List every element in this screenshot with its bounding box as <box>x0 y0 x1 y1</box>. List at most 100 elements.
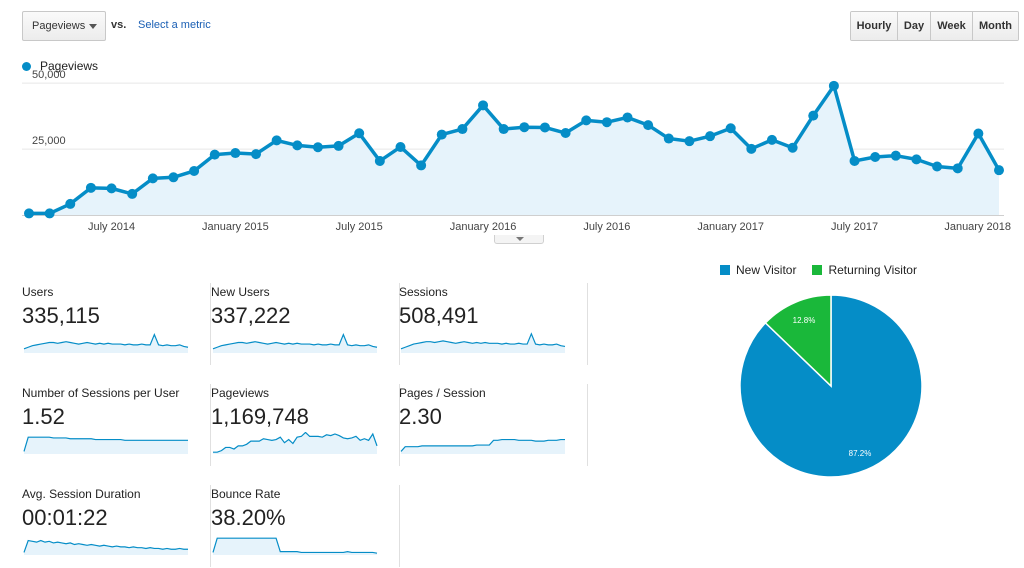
data-point[interactable] <box>127 188 138 199</box>
vs-label: vs. <box>111 19 127 31</box>
data-point[interactable] <box>24 208 34 219</box>
data-point[interactable] <box>44 208 55 219</box>
sparkline-area <box>213 432 377 454</box>
metric-tile-new-users[interactable]: New Users 337,222 <box>211 283 400 365</box>
data-point[interactable] <box>209 149 220 160</box>
sparkline <box>400 438 565 454</box>
select-metric-link[interactable]: Select a metric <box>138 19 211 31</box>
sparkline-line <box>400 438 565 452</box>
sparkline <box>212 537 378 555</box>
hourly-button[interactable]: Hourly <box>851 12 898 40</box>
data-point[interactable] <box>65 198 76 209</box>
metric-tile-users[interactable]: Users 335,115 <box>22 283 211 365</box>
visitor-type-pie-chart: 87.2% 12.8% <box>739 294 923 478</box>
data-point[interactable] <box>808 110 819 121</box>
sparkline <box>23 332 189 353</box>
sparkline <box>213 432 378 454</box>
chart-legend: Pageviews <box>22 59 98 73</box>
data-point[interactable] <box>601 117 612 128</box>
day-button[interactable]: Day <box>898 12 931 40</box>
data-point[interactable] <box>684 136 695 147</box>
data-point[interactable] <box>911 154 922 165</box>
data-point[interactable] <box>230 148 241 159</box>
data-point[interactable] <box>85 182 96 193</box>
data-point[interactable] <box>828 80 839 91</box>
sparkline <box>400 332 566 353</box>
data-point[interactable] <box>395 141 406 152</box>
data-point[interactable] <box>787 142 798 153</box>
data-point[interactable] <box>292 140 303 151</box>
sparkline-line <box>23 436 188 452</box>
data-point[interactable] <box>890 150 901 161</box>
data-point[interactable] <box>416 160 427 171</box>
data-point[interactable] <box>457 124 468 135</box>
data-point[interactable] <box>581 115 592 126</box>
pie-label-new-visitor: 87.2% <box>849 449 872 458</box>
series-dot-icon <box>22 61 31 71</box>
data-point[interactable] <box>354 128 365 139</box>
data-point[interactable] <box>147 173 158 184</box>
data-point[interactable] <box>932 161 943 172</box>
metric-tile-pages-per-session[interactable]: Pages / Session 2.30 <box>399 384 588 466</box>
series-name: Pageviews <box>40 59 99 73</box>
tile-label: Sessions <box>399 285 448 299</box>
data-point[interactable] <box>663 133 674 144</box>
tile-value: 508,491 <box>399 303 479 328</box>
data-point[interactable] <box>519 122 530 133</box>
data-point[interactable] <box>374 155 385 166</box>
pie-legend-new-visitor[interactable]: New Visitor <box>720 263 796 277</box>
data-point[interactable] <box>870 152 881 162</box>
collapse-chart-handle[interactable] <box>494 235 544 244</box>
data-point[interactable] <box>622 112 633 123</box>
data-point[interactable] <box>643 120 654 131</box>
week-button[interactable]: Week <box>931 12 973 40</box>
pie-legend-label: New Visitor <box>736 263 797 277</box>
data-point[interactable] <box>478 100 489 111</box>
metric-tile-sessions[interactable]: Sessions 508,491 <box>399 283 588 365</box>
sparkline-area <box>401 439 565 454</box>
x-tick-label: January 2017 <box>697 221 764 233</box>
pageviews-line-chart: 50,000 25,000 July 2014 January 2015 July 20… <box>22 70 1011 233</box>
metric-tile-sessions-per-user[interactable]: Number of Sessions per User 1.52 <box>22 384 211 466</box>
metric-tile-pageviews[interactable]: Pageviews 1,169,748 <box>211 384 400 466</box>
data-point[interactable] <box>973 128 984 139</box>
data-point[interactable] <box>952 163 963 174</box>
x-tick-label: January 2016 <box>450 221 517 233</box>
data-point[interactable] <box>560 128 571 139</box>
x-tick-label: January 2018 <box>944 221 1011 233</box>
pie-label-returning-visitor: 12.8% <box>793 316 816 325</box>
tile-label: New Users <box>211 285 270 299</box>
data-point[interactable] <box>746 143 757 154</box>
primary-metric-dropdown[interactable]: Pageviews <box>22 11 106 41</box>
data-point[interactable] <box>498 124 509 135</box>
data-point[interactable] <box>271 135 282 146</box>
pie-slice-returning-visitor[interactable] <box>764 294 832 388</box>
sparkline-line <box>23 332 189 350</box>
metric-tile-bounce-rate[interactable]: Bounce Rate 38.20% <box>211 485 400 567</box>
granularity-toggle: Hourly Day Week Month <box>850 11 1019 41</box>
data-point[interactable] <box>168 172 179 183</box>
caret-down-icon <box>516 237 524 241</box>
data-point[interactable] <box>251 149 262 160</box>
data-point[interactable] <box>436 129 447 140</box>
data-point[interactable] <box>189 165 200 176</box>
month-button[interactable]: Month <box>973 12 1018 40</box>
data-point[interactable] <box>705 131 716 142</box>
tile-value: 38.20% <box>211 505 286 530</box>
x-tick-label: July 2015 <box>336 221 383 233</box>
data-point[interactable] <box>725 123 736 134</box>
pie-legend-returning-visitor[interactable]: Returning Visitor <box>812 263 917 277</box>
data-point[interactable] <box>106 183 117 194</box>
data-point[interactable] <box>766 134 777 145</box>
data-point[interactable] <box>849 155 860 166</box>
data-point[interactable] <box>312 142 323 153</box>
metric-tile-avg-session-duration[interactable]: Avg. Session Duration 00:01:22 <box>22 485 211 567</box>
sparkline-area <box>24 437 188 454</box>
data-point[interactable] <box>539 122 550 133</box>
sparkline-line <box>400 332 566 350</box>
data-point[interactable] <box>994 165 1004 176</box>
data-point[interactable] <box>333 140 344 151</box>
tile-value: 335,115 <box>22 303 100 328</box>
tile-label: Number of Sessions per User <box>22 386 180 400</box>
returning-visitor-swatch-icon <box>812 265 823 275</box>
